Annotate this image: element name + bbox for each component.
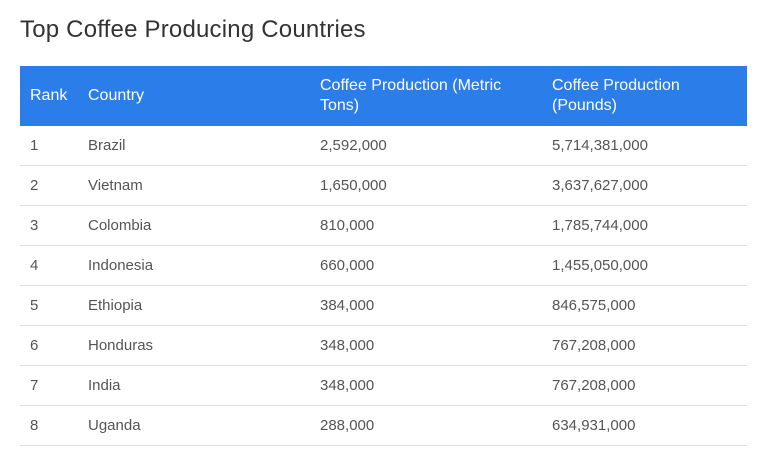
table-row: 2 Vietnam 1,650,000 3,637,627,000 (20, 165, 747, 206)
pounds-cell: 3,637,627,000 (542, 165, 747, 206)
pounds-cell: 846,575,000 (542, 285, 747, 326)
metric-tons-cell: 288,000 (310, 405, 542, 446)
coffee-production-table: Rank Country Coffee Production (Metric T… (20, 66, 747, 446)
table-row: 3 Colombia 810,000 1,785,744,000 (20, 205, 747, 246)
table-row: 6 Honduras 348,000 767,208,000 (20, 325, 747, 366)
pounds-cell: 634,931,000 (542, 405, 747, 446)
table-header-row: Rank Country Coffee Production (Metric T… (20, 66, 747, 126)
metric-tons-cell: 348,000 (310, 365, 542, 406)
country-cell: Ethiopia (78, 285, 310, 326)
country-cell: Honduras (78, 325, 310, 366)
table-row: 7 India 348,000 767,208,000 (20, 365, 747, 406)
rank-cell: 3 (20, 205, 78, 246)
country-cell: India (78, 365, 310, 406)
rank-cell: 8 (20, 405, 78, 446)
table-row: 5 Ethiopia 384,000 846,575,000 (20, 285, 747, 326)
metric-tons-cell: 384,000 (310, 285, 542, 326)
table-row: 4 Indonesia 660,000 1,455,050,000 (20, 245, 747, 286)
column-header-country: Country (78, 66, 310, 126)
column-header-pounds: Coffee Production (Pounds) (542, 66, 747, 126)
table-row: 8 Uganda 288,000 634,931,000 (20, 405, 747, 446)
metric-tons-cell: 810,000 (310, 205, 542, 246)
metric-tons-cell: 348,000 (310, 325, 542, 366)
pounds-cell: 1,455,050,000 (542, 245, 747, 286)
column-header-rank: Rank (20, 66, 78, 126)
table-row: 1 Brazil 2,592,000 5,714,381,000 (20, 126, 747, 166)
rank-cell: 6 (20, 325, 78, 366)
rank-cell: 4 (20, 245, 78, 286)
page-title: Top Coffee Producing Countries (20, 16, 366, 43)
metric-tons-cell: 2,592,000 (310, 126, 542, 166)
country-cell: Uganda (78, 405, 310, 446)
table-header: Rank Country Coffee Production (Metric T… (20, 66, 747, 126)
country-cell: Indonesia (78, 245, 310, 286)
coffee-table-container: Rank Country Coffee Production (Metric T… (20, 66, 747, 446)
pounds-cell: 1,785,744,000 (542, 205, 747, 246)
pounds-cell: 767,208,000 (542, 365, 747, 406)
rank-cell: 1 (20, 126, 78, 166)
rank-cell: 2 (20, 165, 78, 206)
metric-tons-cell: 1,650,000 (310, 165, 542, 206)
country-cell: Colombia (78, 205, 310, 246)
metric-tons-cell: 660,000 (310, 245, 542, 286)
country-cell: Vietnam (78, 165, 310, 206)
rank-cell: 5 (20, 285, 78, 326)
column-header-metric-tons: Coffee Production (Metric Tons) (310, 66, 542, 126)
table-body: 1 Brazil 2,592,000 5,714,381,000 2 Vietn… (20, 126, 747, 446)
rank-cell: 7 (20, 365, 78, 406)
pounds-cell: 767,208,000 (542, 325, 747, 366)
country-cell: Brazil (78, 126, 310, 166)
pounds-cell: 5,714,381,000 (542, 126, 747, 166)
